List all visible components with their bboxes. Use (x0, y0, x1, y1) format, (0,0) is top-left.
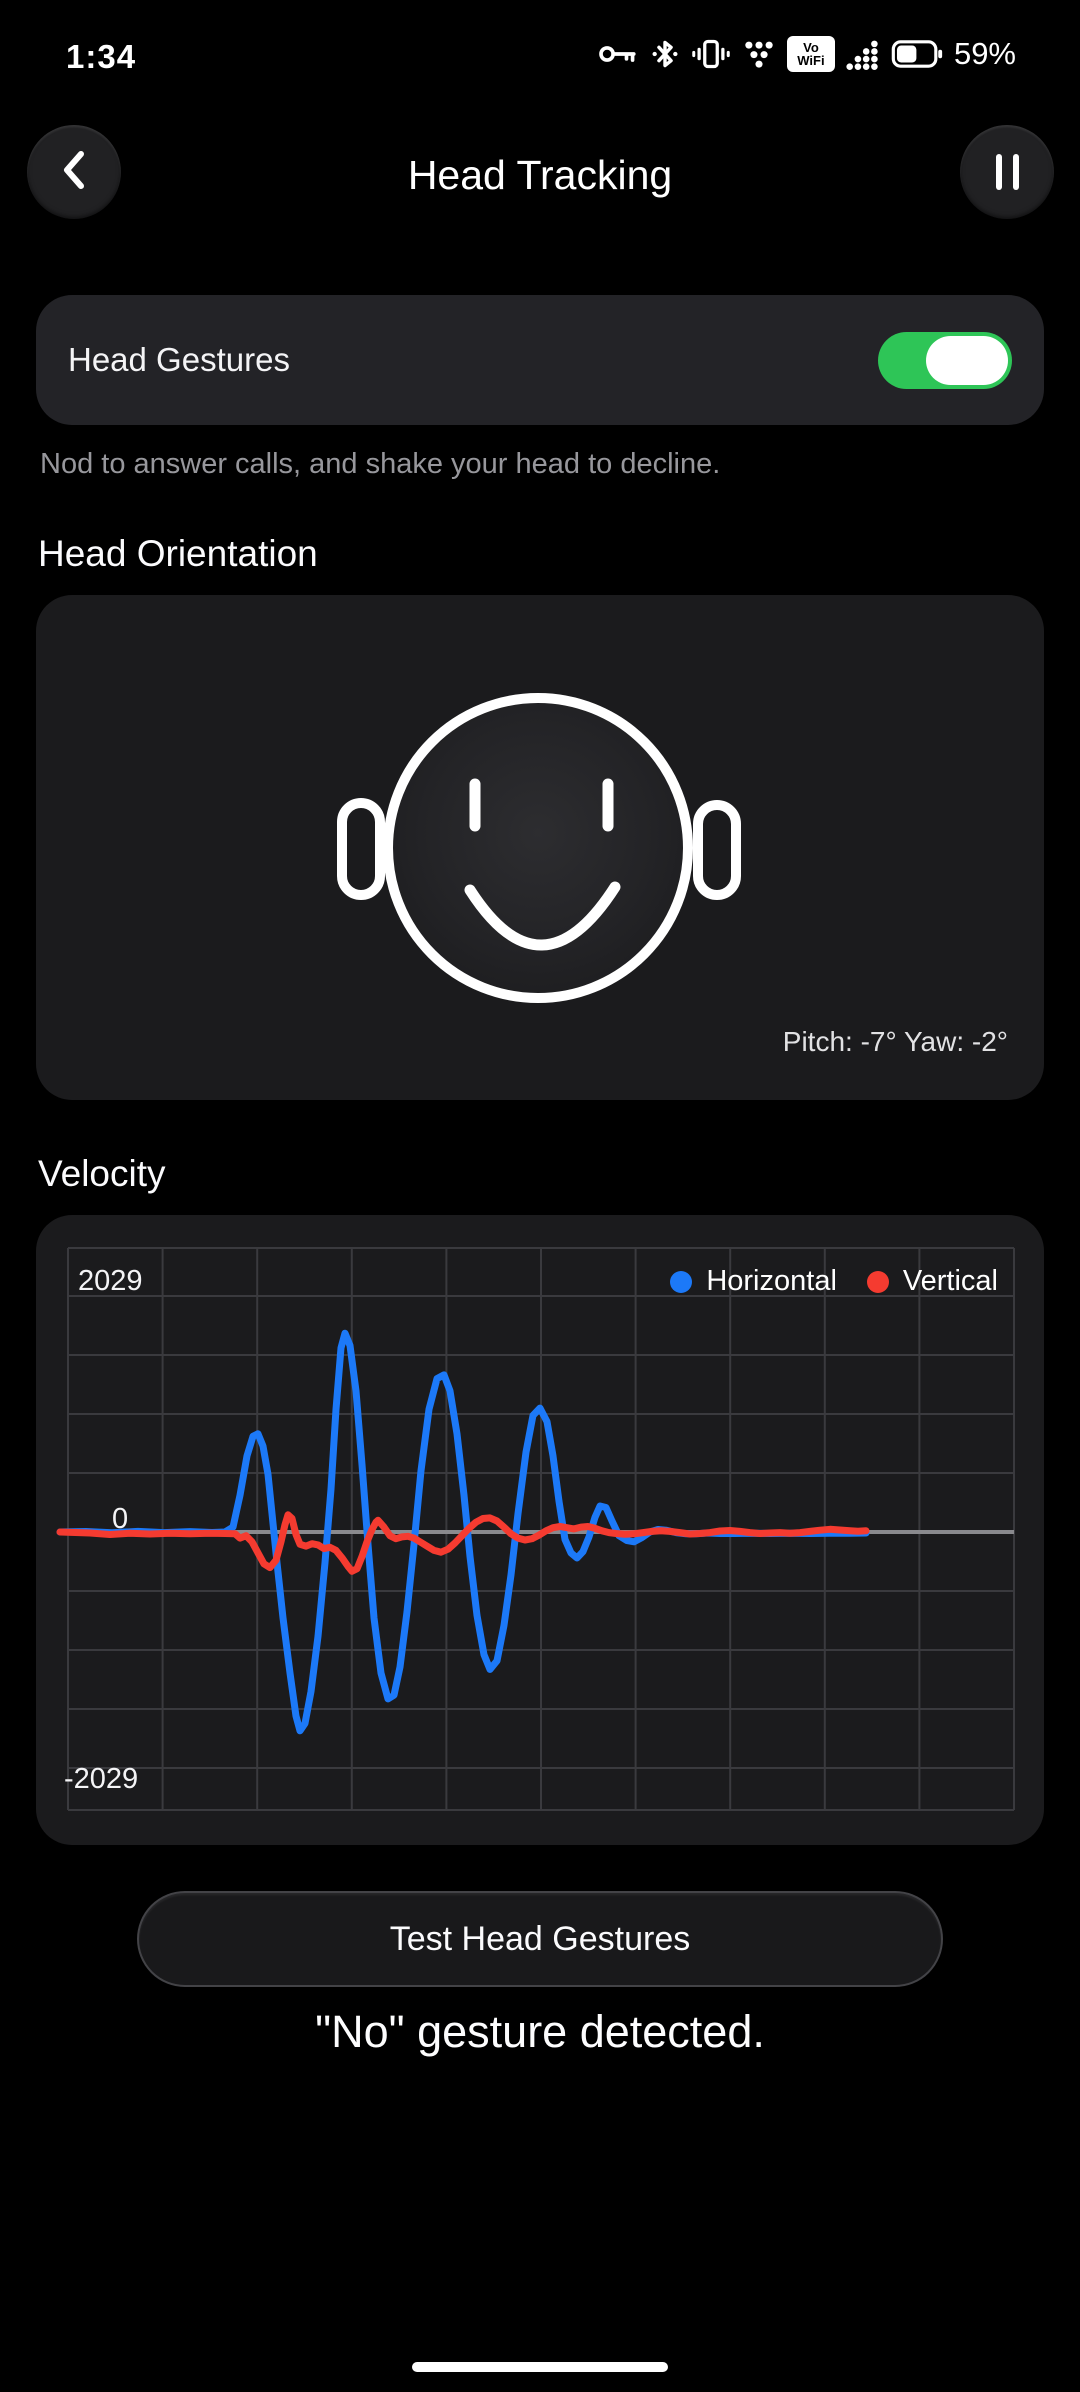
smiley-face-illustration (36, 693, 1044, 1104)
velocity-chart-svg (56, 1247, 1015, 1811)
y-axis-label-zero: 0 (112, 1503, 129, 1535)
test-head-gestures-button[interactable]: Test Head Gestures (137, 1891, 943, 1987)
chart-legend: Horizontal Vertical (670, 1265, 998, 1298)
head-gestures-toggle[interactable] (878, 331, 1012, 389)
legend-dot-horizontal (670, 1270, 693, 1293)
legend-dot-vertical (866, 1270, 889, 1293)
left-ear (337, 798, 385, 900)
vowifi-line2: WiFi (797, 53, 825, 68)
pause-button[interactable] (960, 125, 1054, 219)
key-icon (597, 37, 639, 71)
y-axis-label-max: 2029 (78, 1265, 143, 1297)
section-heading-velocity: Velocity (38, 1153, 166, 1194)
status-bar: 1:34 (0, 0, 1080, 96)
chevron-left-icon (57, 147, 91, 198)
right-ear (693, 800, 741, 900)
back-button[interactable] (27, 125, 121, 219)
head-gestures-card: Head Gestures (36, 295, 1044, 425)
vowifi-badge: Vo WiFi (786, 36, 835, 72)
head-circle (383, 693, 693, 1003)
home-indicator[interactable] (412, 2362, 668, 2372)
signal-dots-icon (844, 35, 882, 73)
legend-item-horizontal: Horizontal (670, 1265, 837, 1298)
legend-label-vertical: Vertical (902, 1265, 998, 1297)
battery-percent: 59% (953, 36, 1016, 71)
header: Head Tracking (0, 118, 1080, 236)
battery-icon (891, 37, 943, 71)
status-icons: Vo WiFi 59% (597, 34, 1016, 74)
y-axis-label-min: -2029 (64, 1763, 139, 1795)
pause-icon (995, 154, 1019, 190)
dots-triangle-icon (740, 35, 778, 73)
head-orientation-card: Pitch: -7° Yaw: -2° (36, 595, 1044, 1100)
legend-item-vertical: Vertical (866, 1265, 998, 1298)
test-button-label: Test Head Gestures (389, 1919, 691, 1958)
page-title: Head Tracking (407, 152, 673, 198)
legend-label-horizontal: Horizontal (706, 1265, 837, 1297)
gesture-detected-text: "No" gesture detected. (315, 2006, 765, 2057)
pitch-yaw-readout: Pitch: -7° Yaw: -2° (782, 1026, 1008, 1057)
smile (464, 881, 621, 951)
head-gestures-description: Nod to answer calls, and shake your head… (40, 448, 721, 480)
toggle-thumb (926, 335, 1008, 385)
velocity-chart-card: 2029 0 -2029 Horizontal Vertical (36, 1215, 1044, 1845)
vibrate-icon (691, 35, 731, 73)
bluetooth-icon (648, 35, 682, 73)
head-gestures-label: Head Gestures (68, 341, 290, 378)
clock: 1:34 (66, 38, 137, 75)
vowifi-line1: Vo (803, 40, 819, 55)
section-heading-orientation: Head Orientation (38, 533, 318, 574)
